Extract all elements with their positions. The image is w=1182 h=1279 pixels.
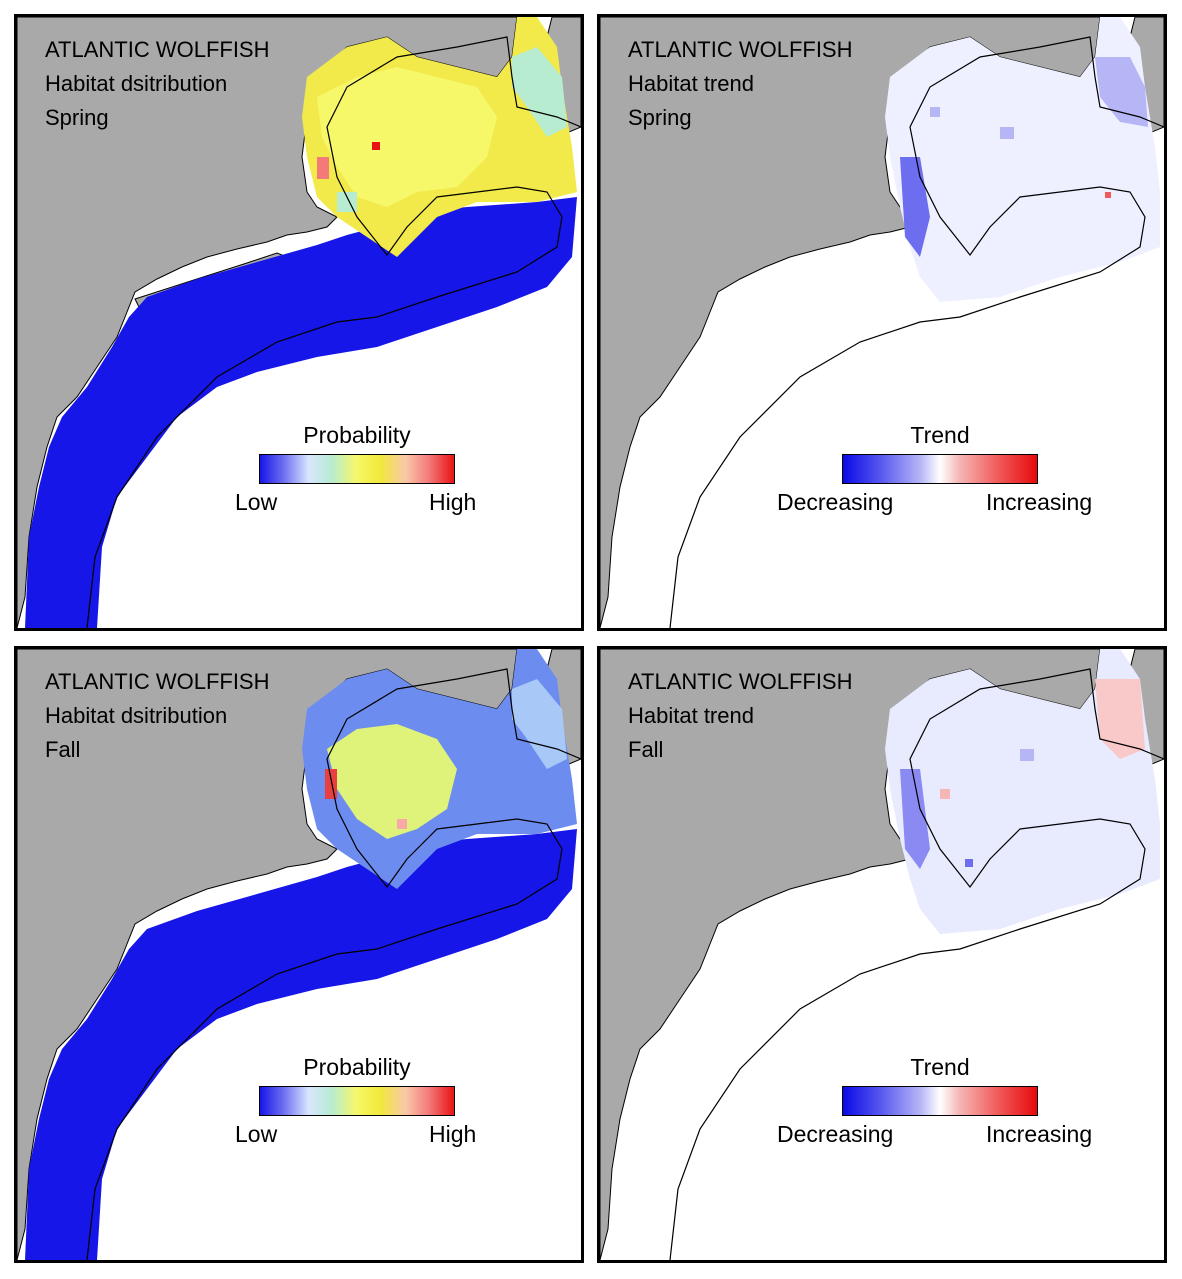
legend-title: Trend — [910, 1054, 970, 1080]
legend-low-label: Low — [235, 1121, 278, 1147]
map-spring-trend — [600, 17, 1164, 628]
metric-name: Habitat dsitribution — [45, 71, 228, 96]
habitat-cells — [25, 17, 577, 628]
legend-title: Trend — [910, 422, 970, 448]
map-fall-trend — [600, 649, 1164, 1260]
species-name: ATLANTIC WOLFFISH — [45, 37, 270, 62]
map-spring-distribution — [17, 17, 581, 628]
legend-colorbar — [259, 1086, 455, 1116]
panel-title: ATLANTIC WOLFFISH Habitat dsitribution S… — [45, 33, 270, 135]
season-name: Fall — [45, 737, 81, 762]
legend-high-label: High — [429, 489, 477, 515]
map-panel-spring-distribution: ATLANTIC WOLFFISH Habitat dsitribution S… — [14, 14, 584, 631]
shelf-contour — [86, 36, 581, 628]
species-name: ATLANTIC WOLFFISH — [628, 37, 853, 62]
shelf-contour — [669, 668, 1164, 1260]
panel-title: ATLANTIC WOLFFISH Habitat trend Fall — [628, 665, 853, 767]
legend-high-label: Increasing — [986, 489, 1093, 515]
map-panel-fall-trend: ATLANTIC WOLFFISH Habitat trend Fall Tre… — [597, 646, 1167, 1263]
trend-cells — [885, 649, 1160, 934]
legend-colorbar — [842, 1086, 1038, 1116]
panel-title: ATLANTIC WOLFFISH Habitat trend Spring — [628, 33, 853, 135]
species-name: ATLANTIC WOLFFISH — [628, 669, 853, 694]
legend-low-label: Low — [235, 489, 278, 515]
season-name: Spring — [628, 105, 692, 130]
map-panel-fall-distribution: ATLANTIC WOLFFISH Habitat dsitribution F… — [14, 646, 584, 1263]
season-name: Spring — [45, 105, 109, 130]
legend-low-label: Decreasing — [777, 1121, 894, 1147]
legend-high-label: Increasing — [986, 1121, 1093, 1147]
metric-name: Habitat trend — [628, 703, 754, 728]
map-panel-spring-trend: ATLANTIC WOLFFISH Habitat trend Spring T… — [597, 14, 1167, 631]
season-name: Fall — [628, 737, 664, 762]
shelf-contour — [86, 668, 581, 1260]
legend-title: Probability — [303, 422, 411, 448]
legend-colorbar — [842, 454, 1038, 484]
panel-title: ATLANTIC WOLFFISH Habitat dsitribution F… — [45, 665, 270, 767]
metric-name: Habitat dsitribution — [45, 703, 228, 728]
legend-title: Probability — [303, 1054, 411, 1080]
species-name: ATLANTIC WOLFFISH — [45, 669, 270, 694]
metric-name: Habitat trend — [628, 71, 754, 96]
legend-colorbar — [259, 454, 455, 484]
habitat-cells — [25, 649, 577, 1260]
legend-low-label: Decreasing — [777, 489, 894, 515]
legend-high-label: High — [429, 1121, 477, 1147]
map-fall-distribution — [17, 649, 581, 1260]
shelf-contour — [669, 36, 1164, 628]
